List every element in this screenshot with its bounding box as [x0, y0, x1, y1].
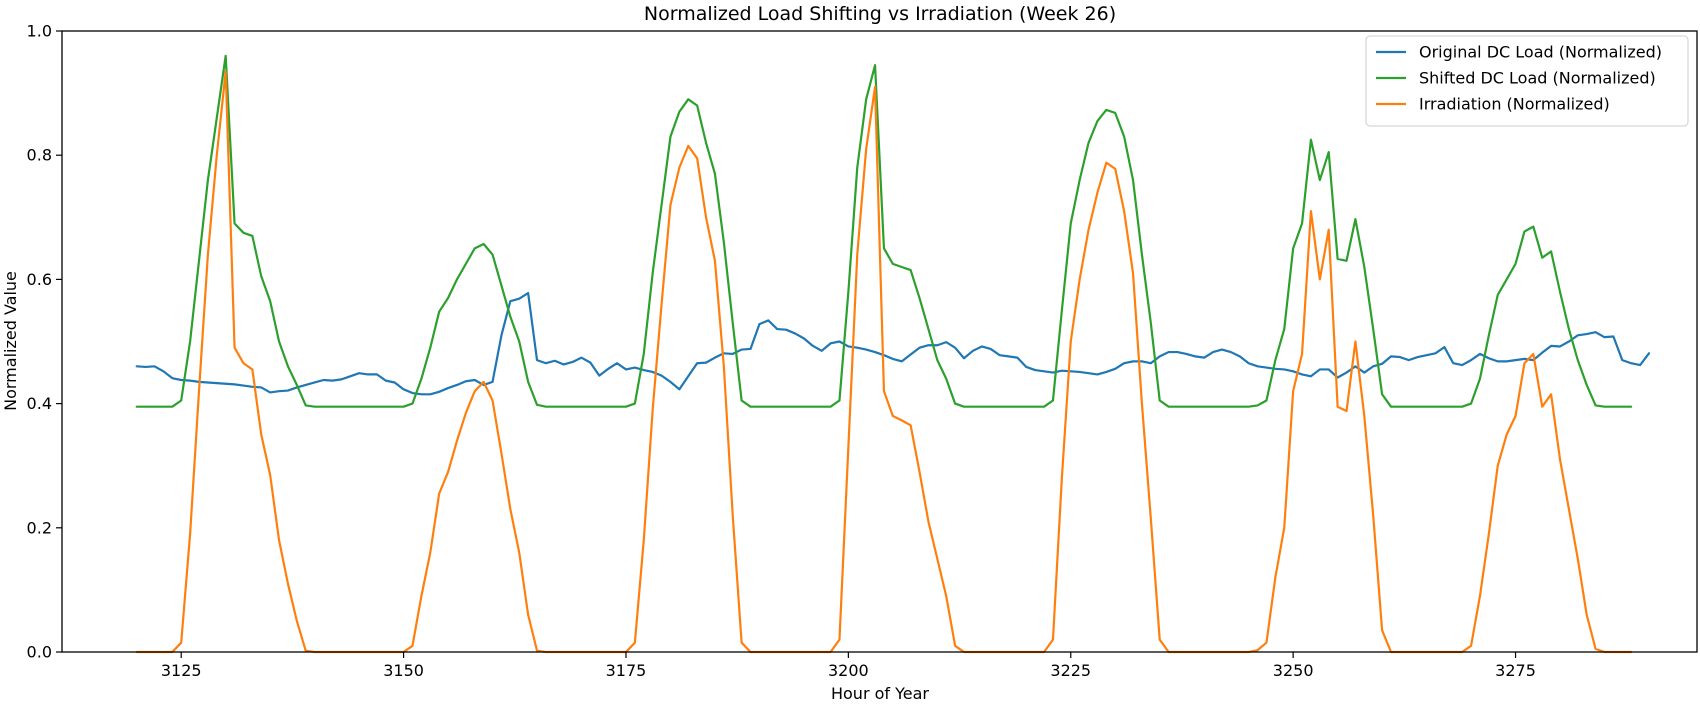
chart-title: Normalized Load Shifting vs Irradiation …	[644, 3, 1116, 25]
x-tick-label: 3275	[1495, 661, 1536, 680]
legend-label-1: Shifted DC Load (Normalized)	[1419, 69, 1656, 88]
series-line-1	[135, 54, 1633, 408]
y-tick-label: 0.6	[27, 270, 52, 289]
series-line-0	[135, 291, 1651, 396]
x-tick-label: 3250	[1273, 661, 1314, 680]
y-axis-label: Normalized Value	[1, 271, 20, 411]
x-tick-label: 3125	[161, 661, 202, 680]
x-tick-label: 3150	[383, 661, 424, 680]
plot-area	[135, 54, 1651, 654]
x-tick-label: 3200	[828, 661, 869, 680]
y-tick-label: 0.4	[27, 394, 52, 413]
x-tick-label: 3225	[1050, 661, 1091, 680]
axes-frame	[61, 30, 1698, 653]
y-tick-label: 1.0	[27, 22, 52, 41]
y-tick-label: 0.8	[27, 146, 52, 165]
legend-label-2: Irradiation (Normalized)	[1419, 95, 1610, 114]
y-axis: 0.0 0.2 0.4 0.6 0.8 1.0	[27, 22, 62, 662]
x-axis: 3125 3150 3175 3200 3225 3250 3275	[161, 652, 1536, 680]
y-tick-label: 0.2	[27, 518, 52, 537]
y-tick-label: 0.0	[27, 643, 52, 662]
x-tick-label: 3175	[606, 661, 647, 680]
legend: Original DC Load (Normalized) Shifted DC …	[1365, 35, 1689, 127]
series-line-2	[135, 70, 1633, 654]
legend-box	[1365, 35, 1689, 127]
series-layer	[135, 54, 1651, 654]
legend-label-0: Original DC Load (Normalized)	[1419, 43, 1662, 62]
x-axis-label: Hour of Year	[831, 684, 929, 703]
